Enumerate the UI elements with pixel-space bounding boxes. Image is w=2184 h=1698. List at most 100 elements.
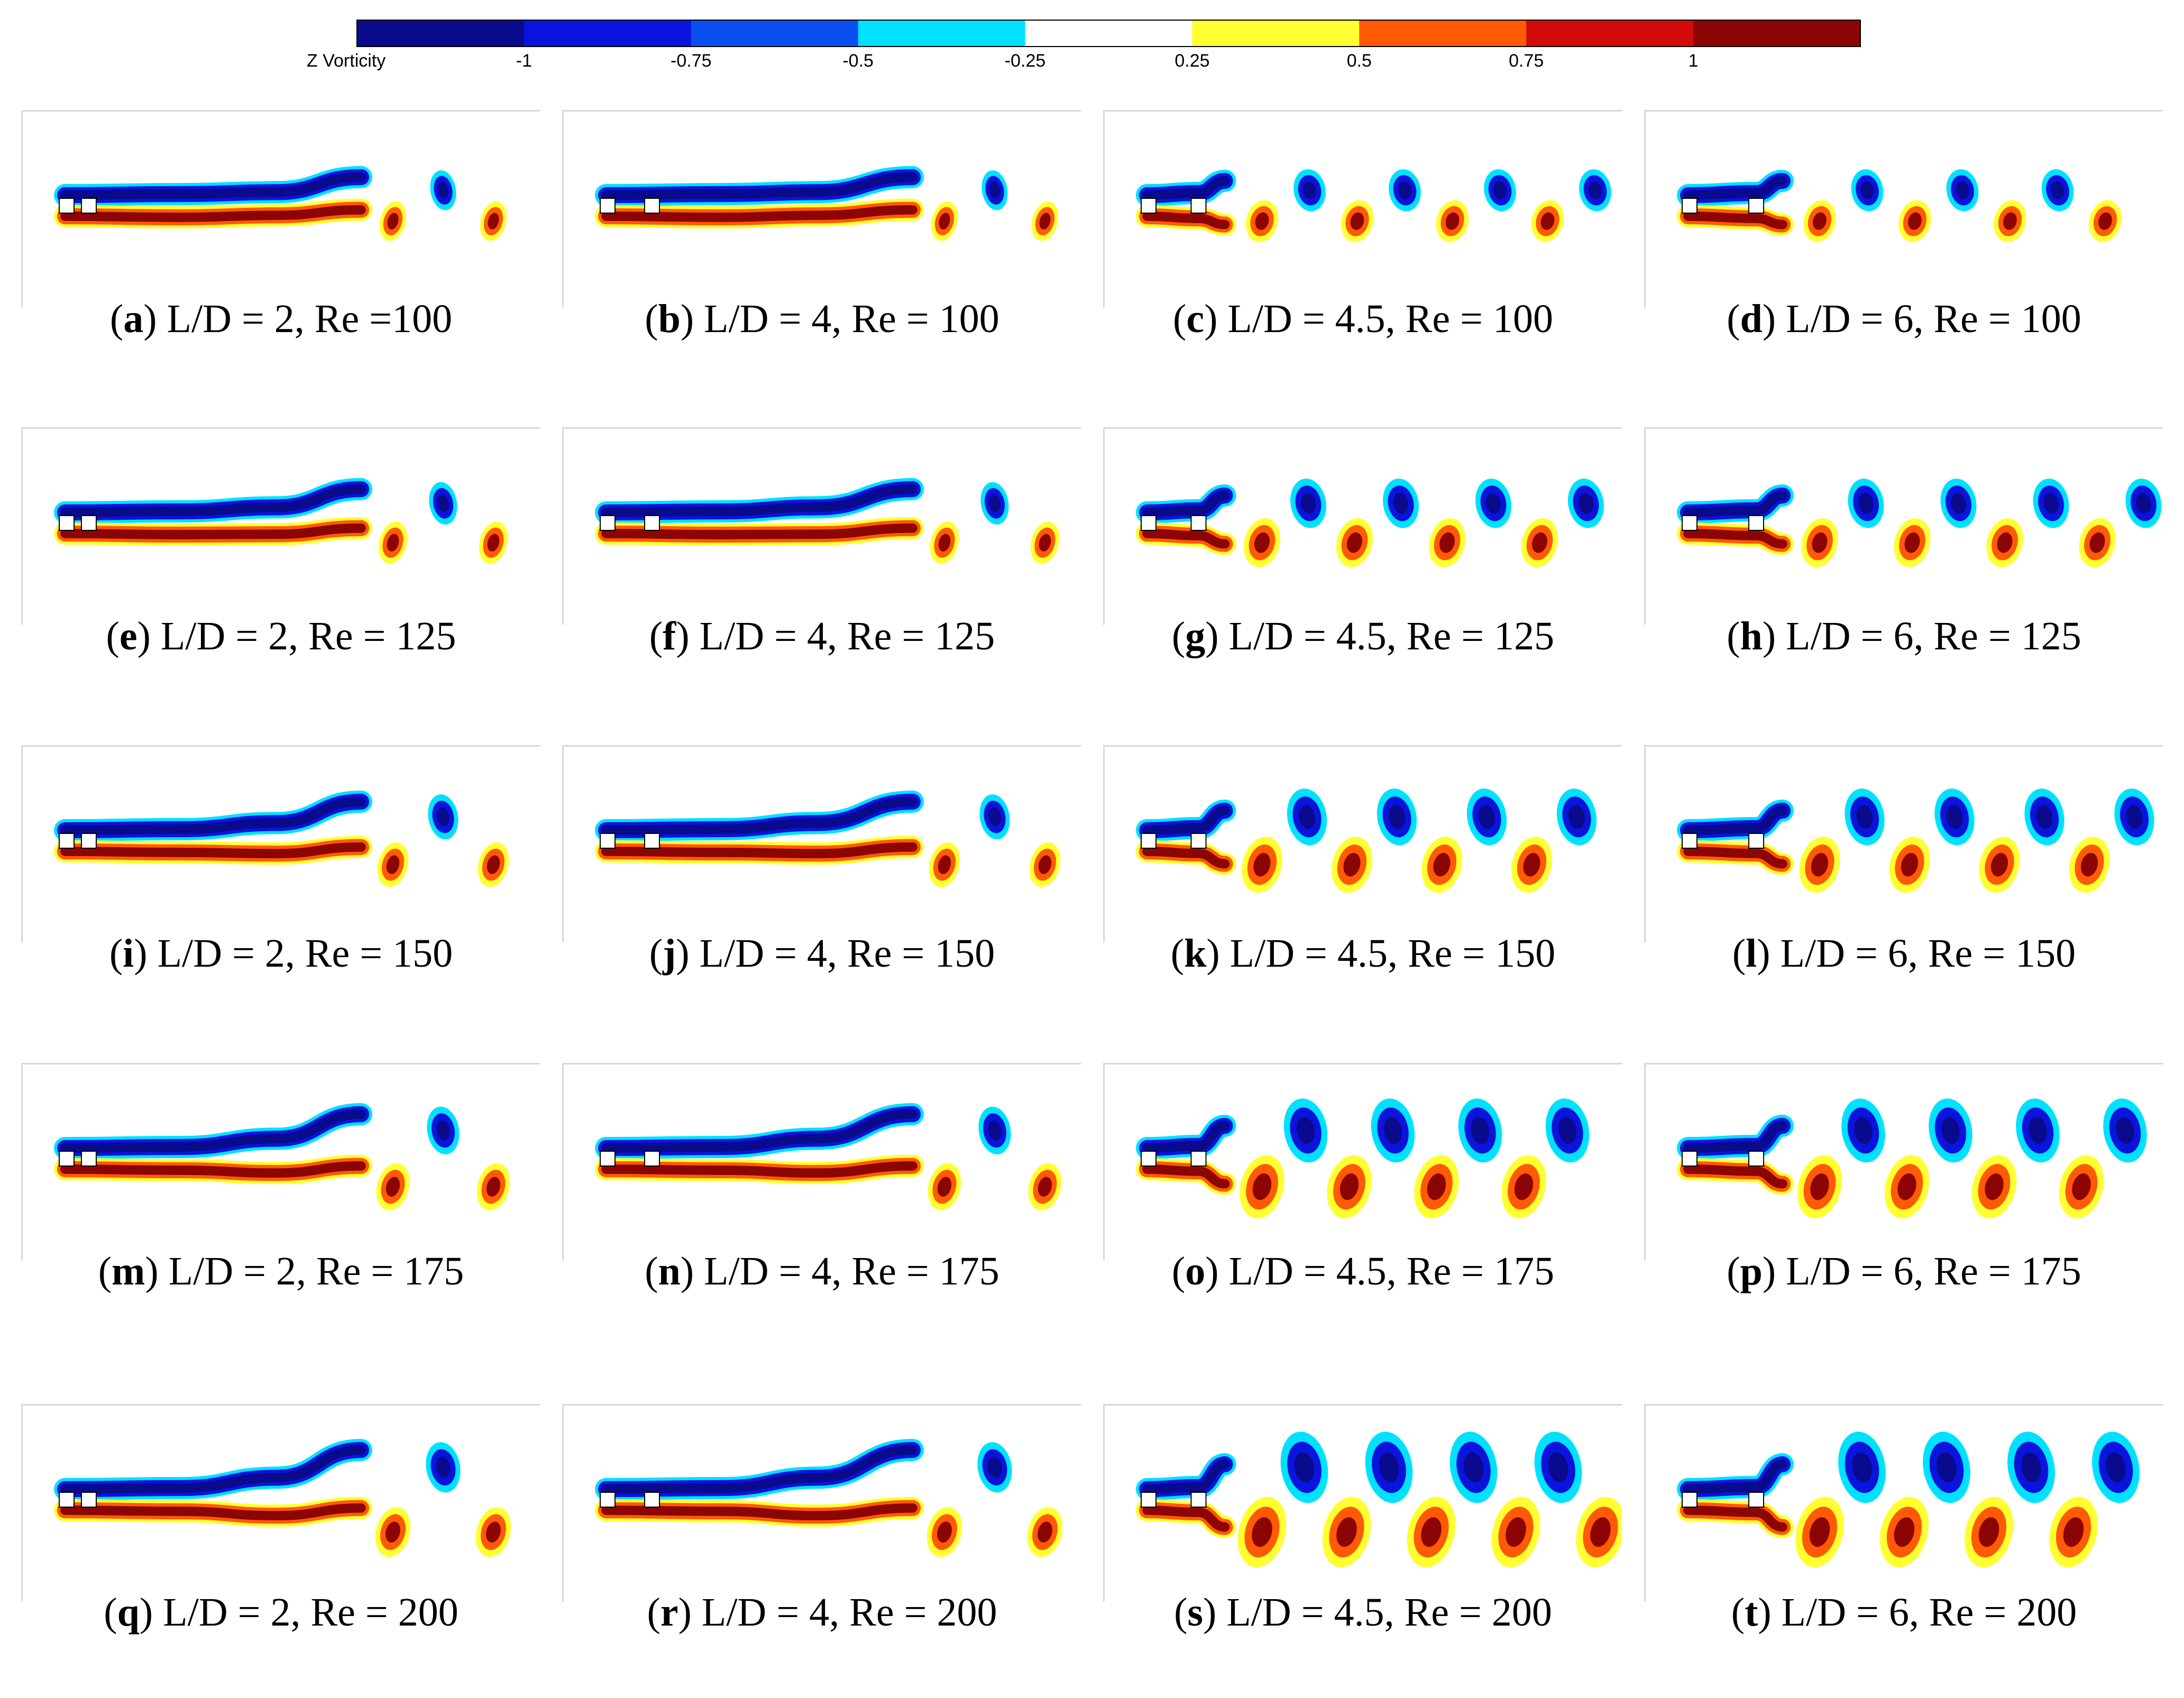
positive-vortex [486, 1177, 501, 1197]
panel-caption: (d) L/D = 6, Re = 100 [1727, 297, 2081, 341]
negative-vortex [1478, 805, 1495, 829]
panel-h: (h) L/D = 6, Re = 125 [1644, 427, 2164, 704]
positive-vortex [1897, 1173, 1916, 1200]
panel-letter: d [1740, 297, 1763, 341]
vorticity-contour-plot [1103, 1404, 1623, 1602]
negative-vortex [1379, 1452, 1399, 1483]
panel-c: (c) L/D = 4.5, Re = 100 [1103, 110, 1623, 387]
negative-vortex [1568, 805, 1585, 829]
contour-svg [1136, 1098, 1590, 1219]
positive-vortex [1809, 1517, 1830, 1547]
upper-shear-layer [1683, 806, 1787, 835]
colorbar-tick-label: -1 [516, 51, 532, 71]
square-cylinder [59, 198, 75, 214]
square-cylinder [1141, 1492, 1157, 1508]
contour-svg [54, 1103, 510, 1210]
wake-field [1677, 1431, 2140, 1567]
positive-vortex [386, 855, 400, 874]
panel-caption-text: L/D = 4.5, Re = 100 [1227, 297, 1553, 341]
panel-caption: (h) L/D = 6, Re = 125 [1727, 614, 2081, 658]
panel-letter: s [1187, 1590, 1203, 1635]
panel-letter: o [1185, 1249, 1206, 1293]
negative-vortex [1300, 493, 1316, 514]
contour-svg [595, 1439, 1063, 1557]
panel-caption: (k) L/D = 4.5, Re = 150 [1170, 931, 1556, 976]
negative-vortex [2106, 1452, 2126, 1483]
contour-svg [54, 478, 508, 564]
positive-vortex [1252, 1173, 1272, 1200]
negative-vortex [1294, 1452, 1315, 1483]
square-cylinder [1141, 833, 1157, 849]
upper-shear-layer [60, 1109, 366, 1153]
negative-vortex [1956, 181, 1969, 199]
negative-vortex [2051, 181, 2064, 199]
positive-vortex [1038, 1177, 1052, 1197]
negative-vortex [1558, 1117, 1577, 1144]
negative-vortex [437, 494, 449, 512]
negative-vortex [988, 1120, 1002, 1141]
positive-vortex [1427, 1173, 1446, 1200]
colorbar-band [858, 20, 1026, 47]
upper-shear-layer [601, 1445, 917, 1494]
positive-vortex [1523, 852, 1540, 877]
upper-shear-layer [1142, 176, 1230, 200]
wake-field [1136, 169, 1611, 242]
panel-caption: (c) L/D = 4.5, Re = 100 [1173, 297, 1553, 341]
colorbar-tick-label: -0.75 [671, 51, 712, 71]
negative-vortex [1393, 493, 1409, 514]
colorbar-band [1359, 20, 1527, 47]
square-cylinder [600, 1492, 616, 1508]
vorticity-contour-plot [21, 1063, 541, 1261]
colorbar-tick-label: -0.5 [842, 51, 874, 71]
square-cylinder [600, 198, 616, 214]
positive-vortex [2089, 532, 2105, 553]
panel-l: (l) L/D = 6, Re = 150 [1644, 745, 2164, 1022]
negative-vortex [1383, 1117, 1402, 1144]
contour-svg [1677, 788, 2154, 893]
panel-r: (r) L/D = 4, Re = 200 [562, 1404, 1082, 1681]
lower-shear-layer [1142, 847, 1230, 869]
positive-vortex [1350, 212, 1364, 230]
colorbar-band [691, 20, 859, 47]
panel-caption-text: L/D = 4, Re = 175 [704, 1249, 999, 1293]
panel-e: (e) L/D = 2, Re = 125 [21, 427, 541, 704]
panel-b: (b) L/D = 4, Re = 100 [562, 110, 1082, 387]
vorticity-contour-plot [21, 110, 541, 308]
wake-field [1677, 169, 2122, 242]
wake-field [595, 478, 1060, 564]
square-cylinder [644, 198, 660, 214]
positive-vortex [386, 1521, 400, 1543]
negative-vortex [1388, 805, 1406, 829]
panel-m: (m) L/D = 2, Re = 175 [21, 1063, 541, 1339]
square-cylinder [59, 515, 75, 531]
panel-letter: j [663, 931, 676, 976]
negative-vortex [1588, 181, 1602, 199]
positive-vortex [1978, 1517, 1999, 1547]
panel-j: (j) L/D = 4, Re = 150 [562, 745, 1082, 1022]
panel-caption: (l) L/D = 6, Re = 150 [1732, 931, 2076, 976]
negative-vortex [988, 494, 1001, 512]
vorticity-contour-plot [1644, 1404, 2164, 1602]
vorticity-contour-plot [1644, 745, 2164, 943]
positive-vortex [487, 534, 500, 552]
vorticity-contour-plot [562, 427, 1082, 626]
panel-d: (d) L/D = 6, Re = 100 [1644, 110, 2164, 387]
colorbar-tick-label: 1 [1689, 51, 1699, 71]
colorbar-outline [356, 20, 1861, 47]
panel-caption-text: L/D = 4.5, Re = 175 [1228, 1249, 1555, 1293]
positive-vortex [487, 855, 500, 874]
negative-vortex [1860, 181, 1874, 199]
negative-vortex [2036, 805, 2053, 829]
panel-caption-text: L/D = 6, Re = 150 [1780, 931, 2076, 976]
panel-caption: (o) L/D = 4.5, Re = 175 [1171, 1249, 1555, 1293]
square-cylinder [1190, 1492, 1207, 1508]
lower-shear-layer [601, 1161, 917, 1178]
colorbar-label: Z Vorticity [307, 51, 386, 71]
colorbar-band [357, 20, 525, 47]
negative-vortex [987, 1456, 1002, 1478]
panel-letter: i [123, 931, 134, 976]
wake-field [54, 478, 508, 564]
panel-caption: (b) L/D = 4, Re = 100 [645, 297, 999, 341]
contour-svg [54, 791, 509, 887]
colorbar-bands [356, 20, 1861, 47]
